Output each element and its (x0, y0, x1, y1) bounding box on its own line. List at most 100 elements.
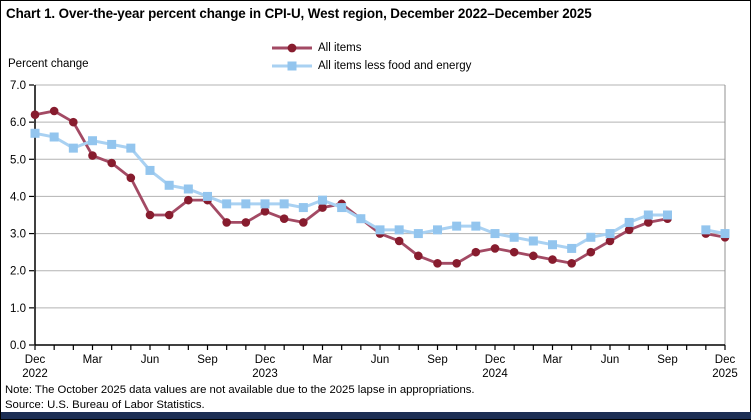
data-point-all-items (471, 247, 481, 257)
data-point-all-items-less-food-and-energy (394, 225, 404, 235)
data-point-all-items-less-food-and-energy (375, 225, 385, 235)
x-tick-label: Mar (313, 354, 333, 366)
data-point-all-items-less-food-and-energy (107, 139, 117, 149)
data-point-all-items (318, 203, 327, 212)
data-point-all-items-less-food-and-energy (528, 236, 538, 246)
y-tick-labels: 0.0 1.0 2.0 3.0 4.0 5.0 6.0 7.0 (10, 80, 34, 352)
y-tick-label: 6.0 (10, 117, 26, 129)
data-point-all-items-less-food-and-energy (145, 165, 155, 175)
data-point-all-items (164, 210, 174, 220)
x-tick-label: Dec (255, 354, 276, 366)
data-point-all-items-less-food-and-energy (433, 225, 442, 235)
data-point-all-items (433, 258, 442, 268)
data-point-all-items (279, 214, 289, 224)
y-axis-unit-label: Percent change (8, 58, 89, 70)
data-point-all-items (644, 218, 653, 227)
data-point-all-items (241, 218, 251, 227)
series-all-items (30, 106, 730, 268)
data-point-all-items-less-food-and-energy (567, 243, 577, 253)
legend-item-core: All items less food and energy (271, 58, 471, 73)
legend: All items All items less food and energy (271, 40, 471, 73)
x-tick-label: Sep (657, 354, 677, 366)
data-point-all-items (222, 218, 231, 227)
data-point-all-items (107, 158, 116, 168)
data-point-all-items-less-food-and-energy (203, 191, 212, 201)
data-point-all-items (529, 251, 538, 261)
data-point-all-items-less-food-and-energy (30, 128, 40, 138)
data-point-all-items-less-food-and-energy (586, 232, 596, 242)
data-point-all-items (88, 151, 97, 160)
x-year-label: 2024 (482, 368, 508, 380)
data-point-all-items-less-food-and-energy (126, 143, 136, 153)
series-all-items-less-food-and-energy (30, 128, 730, 253)
x-year-label: 2022 (22, 368, 48, 380)
data-point-all-items (184, 195, 193, 205)
data-point-all-items (30, 110, 40, 120)
data-point-all-items-less-food-and-energy (490, 229, 500, 239)
all-items-line-marker-icon (272, 43, 312, 52)
data-point-all-items (586, 247, 596, 257)
data-point-all-items-less-food-and-energy (68, 143, 78, 153)
data-point-all-items-less-food-and-energy (183, 184, 193, 194)
data-point-all-items-less-food-and-energy (452, 221, 462, 231)
data-point-all-items (490, 244, 500, 253)
x-tick-label: Jun (141, 354, 160, 366)
data-point-all-items (49, 106, 59, 116)
data-point-all-items-less-food-and-energy (298, 203, 308, 213)
data-point-all-items-less-food-and-energy (548, 240, 557, 250)
legend-label-all-items: All items (318, 41, 362, 54)
data-point-all-items (394, 236, 404, 246)
data-point-all-items (624, 225, 634, 235)
data-point-all-items (414, 251, 423, 261)
x-year-label: 2025 (712, 368, 738, 380)
data-point-all-items (605, 236, 615, 246)
data-point-all-items-less-food-and-energy (222, 199, 232, 209)
data-point-all-items-less-food-and-energy (720, 229, 730, 239)
series-line-all-items (34, 109, 668, 265)
x-year-label: 2023 (252, 368, 278, 380)
data-point-all-items-less-food-and-energy (241, 199, 251, 209)
data-point-all-items-less-food-and-energy (605, 229, 615, 239)
y-tick-label: 7.0 (10, 80, 26, 92)
data-point-all-items (69, 117, 78, 127)
x-tick-label: Sep (427, 354, 447, 366)
data-point-all-items (548, 255, 557, 264)
data-point-all-items-less-food-and-energy (88, 136, 97, 146)
x-tick-label: Sep (197, 354, 217, 366)
data-point-all-items-less-food-and-energy (624, 217, 634, 227)
x-tick-label: Dec (25, 354, 46, 366)
data-point-all-items (452, 258, 461, 268)
y-tick-label: 4.0 (10, 191, 26, 203)
source-text: Source: U.S. Bureau of Labor Statistics. (5, 399, 205, 411)
data-point-all-items (509, 247, 519, 257)
data-point-all-items (260, 206, 270, 216)
chart-title: Chart 1. Over-the-year percent change in… (6, 6, 592, 21)
data-point-all-items-less-food-and-energy (164, 180, 174, 190)
y-tick-label: 1.0 (10, 303, 26, 315)
y-tick-label: 2.0 (10, 266, 26, 278)
x-tick-label: Mar (83, 354, 103, 366)
data-point-all-items-less-food-and-energy (509, 232, 519, 242)
data-point-all-items-less-food-and-energy (471, 221, 481, 231)
chart-plot-area: 0.0 1.0 2.0 3.0 4.0 5.0 6.0 7.0 Dec 2022 Mar Jun Sep… (10, 80, 738, 380)
gridlines (35, 84, 725, 309)
data-point-all-items (145, 210, 155, 220)
x-tick-label: Dec (715, 354, 736, 366)
y-tick-label: 5.0 (10, 154, 26, 166)
data-point-all-items-less-food-and-energy (279, 199, 289, 209)
y-tick-label: 3.0 (10, 229, 26, 241)
x-tick-label: Mar (543, 354, 563, 366)
data-point-all-items-less-food-and-energy (643, 210, 653, 220)
data-point-all-items-less-food-and-energy (337, 203, 347, 213)
data-point-all-items (567, 258, 576, 268)
series-line-all-items-less-food-and-energy (34, 131, 668, 250)
legend-item-all-items: All items (271, 40, 471, 55)
data-point-all-items (299, 218, 308, 227)
y-tick-label: 0.0 (10, 340, 26, 352)
data-point-all-items-less-food-and-energy (663, 210, 672, 220)
data-point-all-items-less-food-and-energy (49, 132, 59, 142)
x-tick-label: Jun (371, 354, 390, 366)
core-line-marker-icon (272, 61, 312, 70)
data-point-all-items-less-food-and-energy (260, 199, 270, 209)
data-point-all-items-less-food-and-energy (701, 225, 711, 235)
